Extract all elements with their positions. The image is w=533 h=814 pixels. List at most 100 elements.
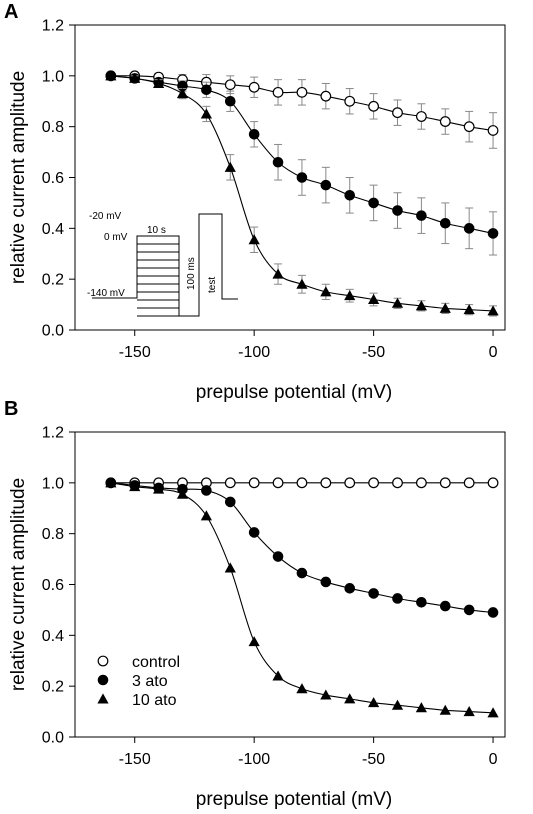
data-point-a-2 xyxy=(129,72,141,83)
data-point-b-2 xyxy=(320,689,332,700)
y-tick-label-b: 0.4 xyxy=(42,628,64,645)
data-point-b-0 xyxy=(415,477,427,489)
data-point-a-2 xyxy=(224,161,236,172)
data-point-b-2 xyxy=(129,481,141,492)
y-axis-title-b: relative current amplitude xyxy=(8,478,29,691)
x-tick-label-a: 0 xyxy=(489,344,498,361)
data-point-a-0 xyxy=(439,116,451,127)
data-point-a-1 xyxy=(248,128,260,140)
x-tick-label-b: -150 xyxy=(119,751,151,768)
data-point-b-1 xyxy=(201,485,212,496)
data-point-a-2 xyxy=(272,268,284,279)
data-point-b-2 xyxy=(272,670,284,681)
protocol-label-test: test xyxy=(207,277,218,293)
data-point-a-2 xyxy=(391,297,404,308)
data-point-b-1 xyxy=(463,604,475,616)
data-point-a-2 xyxy=(176,88,189,99)
data-point-b-2 xyxy=(248,636,260,647)
data-point-a-2 xyxy=(415,300,427,311)
data-point-a-2 xyxy=(248,234,260,245)
data-point-b-1 xyxy=(487,607,499,618)
data-point-b-2 xyxy=(463,705,475,717)
data-point-b-0 xyxy=(320,477,332,489)
data-point-a-1 xyxy=(272,156,284,168)
data-point-b-2 xyxy=(105,477,117,488)
data-point-a-2 xyxy=(487,305,499,316)
y-axis-title-a: relative current amplitude xyxy=(8,71,29,284)
data-point-a-1 xyxy=(439,217,451,229)
data-point-a-0 xyxy=(344,95,356,107)
legend-label-2: 10 ato xyxy=(132,692,177,709)
data-point-a-0 xyxy=(463,121,475,133)
protocol-label-v2: 0 mV xyxy=(104,232,128,243)
x-tick-label-a: -50 xyxy=(362,344,385,361)
data-point-b-2 xyxy=(344,693,356,704)
data-point-b-0 xyxy=(439,477,451,489)
data-point-a-2 xyxy=(320,286,332,297)
data-point-b-1 xyxy=(248,527,260,538)
protocol-label-dur1: 10 s xyxy=(147,225,166,236)
data-point-b-1 xyxy=(416,596,427,608)
data-point-a-1 xyxy=(392,205,403,216)
data-point-a-0 xyxy=(296,86,308,98)
data-point-b-2 xyxy=(296,683,308,694)
data-point-b-0 xyxy=(392,477,403,489)
legend-marker-0 xyxy=(97,655,109,667)
data-point-b-1 xyxy=(368,588,379,599)
data-point-a-0 xyxy=(487,125,499,136)
data-point-b-1 xyxy=(272,551,284,562)
legend-marker-1 xyxy=(97,674,109,686)
data-point-b-1 xyxy=(392,593,403,604)
data-point-b-0 xyxy=(463,477,475,489)
fit-line-b-1 xyxy=(110,482,494,614)
y-tick-label-a: 0.4 xyxy=(42,221,64,238)
x-tick-label-b: -50 xyxy=(362,751,385,768)
data-point-b-2 xyxy=(391,699,404,710)
y-tick-label-a: 0.8 xyxy=(42,119,64,136)
data-point-a-0 xyxy=(224,79,236,91)
data-point-a-1 xyxy=(344,189,356,201)
y-tick-label-b: 0.6 xyxy=(42,577,64,594)
data-point-a-0 xyxy=(392,107,403,119)
data-point-b-1 xyxy=(224,496,236,508)
data-point-b-1 xyxy=(320,576,332,588)
data-point-a-1 xyxy=(296,172,308,183)
data-point-b-0 xyxy=(487,477,499,489)
panel-a: A -20 mV 0 mV -140 mV 10 s 100 ms test 0.0 0.2… xyxy=(4,1,506,403)
data-point-a-2 xyxy=(368,293,380,304)
y-tick-label-b: 1.2 xyxy=(42,425,64,442)
data-point-b-2 xyxy=(415,702,427,713)
data-point-a-2 xyxy=(153,77,165,88)
panel-b: B control 3 ato 10 ato 0.0 0.2 0.4 0.6 0.8 1.0 1… xyxy=(4,398,506,810)
data-point-a-1 xyxy=(416,210,427,221)
data-point-b-2 xyxy=(487,707,499,718)
protocol-label-v1: -20 mV xyxy=(89,211,122,222)
data-point-a-1 xyxy=(320,179,332,191)
data-point-a-2 xyxy=(463,304,475,315)
y-tick-label-b: 1.0 xyxy=(42,475,64,492)
data-point-b-2 xyxy=(368,697,380,708)
x-tick-label-b: -100 xyxy=(238,751,270,768)
data-point-a-0 xyxy=(320,90,332,102)
data-point-a-0 xyxy=(368,100,380,112)
data-point-b-2 xyxy=(200,510,212,521)
x-axis-title-a: prepulse potential (mV) xyxy=(196,382,392,403)
legend-label-1: 3 ato xyxy=(132,673,168,690)
data-point-a-1 xyxy=(487,228,499,239)
data-point-b-1 xyxy=(439,600,451,612)
x-tick-label-b: 0 xyxy=(489,751,498,768)
protocol-trace xyxy=(92,213,238,317)
data-point-a-1 xyxy=(224,95,236,107)
voltage-protocol-inset: -20 mV 0 mV -140 mV 10 s 100 ms test xyxy=(87,211,238,317)
protocol-label-dur2: 100 ms xyxy=(186,257,197,290)
legend-marker-2 xyxy=(97,693,109,704)
x-tick-label-a: -150 xyxy=(119,344,151,361)
data-point-a-2 xyxy=(344,290,356,301)
data-point-a-2 xyxy=(439,302,451,313)
data-point-b-0 xyxy=(224,477,236,489)
x-tick-label-a: -100 xyxy=(238,344,270,361)
panel-a-letter: A xyxy=(4,1,18,23)
data-point-a-2 xyxy=(200,108,212,119)
legend: control 3 ato 10 ato xyxy=(97,654,180,709)
